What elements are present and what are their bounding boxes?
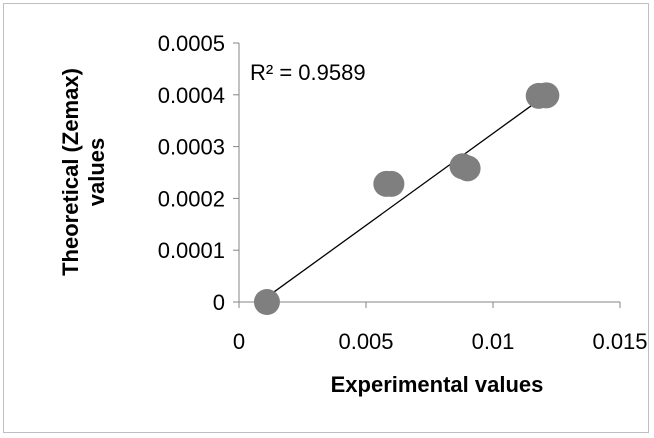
axes <box>238 43 620 303</box>
x-axis-title: Experimental values <box>331 372 544 397</box>
data-point <box>253 289 280 315</box>
y-axis-title-line1: Theoretical (Zemax) <box>58 68 83 276</box>
y-tick-label: 0.0004 <box>158 83 225 108</box>
y-tick-label: 0.0002 <box>158 186 225 211</box>
chart-frame <box>3 3 649 433</box>
trendline <box>266 94 547 298</box>
y-tick-label: 0.0003 <box>158 135 225 160</box>
y-tick-label: 0 <box>213 290 225 315</box>
data-point <box>454 155 481 182</box>
x-tick-label: 0.005 <box>338 329 393 354</box>
data-point <box>378 170 405 197</box>
y-axis-title-line2: values <box>84 138 109 207</box>
y-tick-label: 0.0005 <box>158 31 225 56</box>
trendline-group <box>266 94 547 298</box>
x-tick-label: 0.015 <box>592 329 647 354</box>
r-squared-annotation: R² = 0.9589 <box>250 60 366 85</box>
x-tick-label: 0.01 <box>472 329 515 354</box>
ticks: 0 0.0001 0.0002 0.0003 0.0004 0.0005 0 0.005 0.0… <box>158 31 648 354</box>
x-tick-label: 0 <box>233 329 245 354</box>
y-tick-label: 0.0001 <box>158 238 225 263</box>
data-points <box>253 82 560 315</box>
data-point <box>533 82 560 109</box>
